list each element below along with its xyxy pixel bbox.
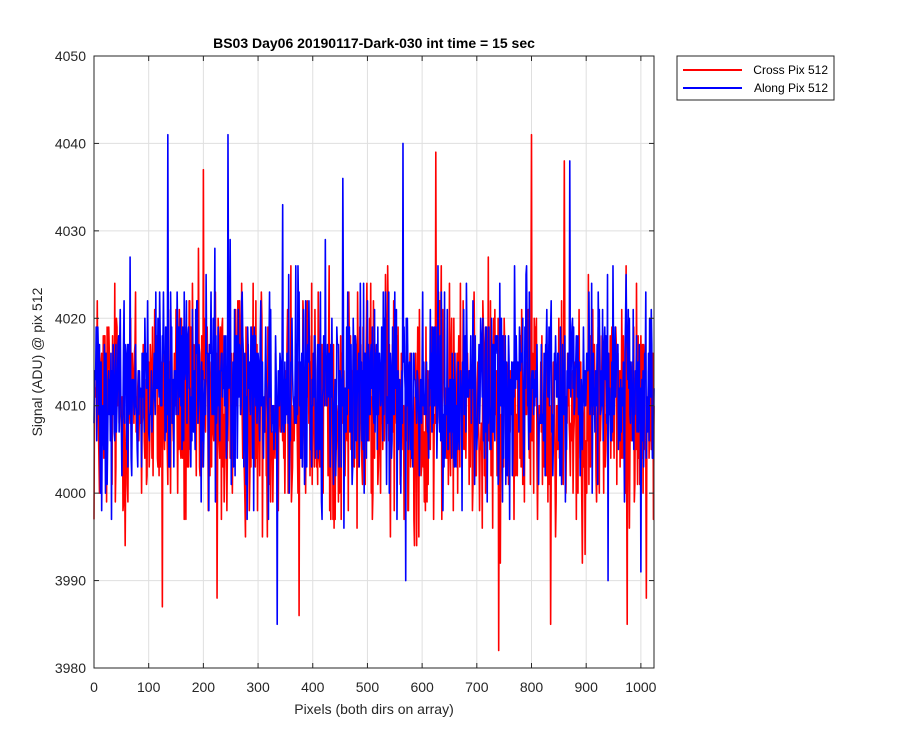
y-tick-label: 4000	[55, 485, 86, 501]
x-tick-label: 400	[301, 679, 325, 695]
y-tick-label: 3980	[55, 660, 86, 676]
x-tick-label: 300	[246, 679, 270, 695]
x-tick-label: 700	[465, 679, 489, 695]
x-tick-label: 0	[90, 679, 98, 695]
x-tick-label: 800	[520, 679, 544, 695]
x-tick-label: 200	[192, 679, 216, 695]
y-tick-label: 3990	[55, 573, 86, 589]
chart-title: BS03 Day06 20190117-Dark-030 int time = …	[213, 35, 535, 51]
x-axis-label: Pixels (both dirs on array)	[294, 701, 454, 717]
y-tick-label: 4030	[55, 223, 86, 239]
y-tick-label: 4050	[55, 48, 86, 64]
y-tick-label: 4020	[55, 310, 86, 326]
plot-area-frame	[93, 55, 655, 669]
y-tick-label: 4010	[55, 398, 86, 414]
legend: Cross Pix 512 Along Pix 512	[676, 55, 835, 101]
legend-box	[676, 55, 835, 101]
legend-label-along: Along Pix 512	[754, 81, 828, 95]
series-line-1	[93, 133, 655, 626]
x-tick-label: 600	[410, 679, 434, 695]
ticks: 0 100 200 300 400 500 600 700 800 900 1000 3980 3990…	[55, 48, 657, 695]
x-tick-label: 500	[356, 679, 380, 695]
y-axis-label: Signal (ADU) @ pix 512	[29, 287, 45, 436]
series-group	[93, 133, 655, 652]
y-tick-label: 4040	[55, 135, 86, 151]
x-tick-label: 900	[575, 679, 599, 695]
x-tick-label: 1000	[625, 679, 656, 695]
x-tick-label: 100	[137, 679, 161, 695]
legend-label-cross: Cross Pix 512	[753, 63, 828, 77]
